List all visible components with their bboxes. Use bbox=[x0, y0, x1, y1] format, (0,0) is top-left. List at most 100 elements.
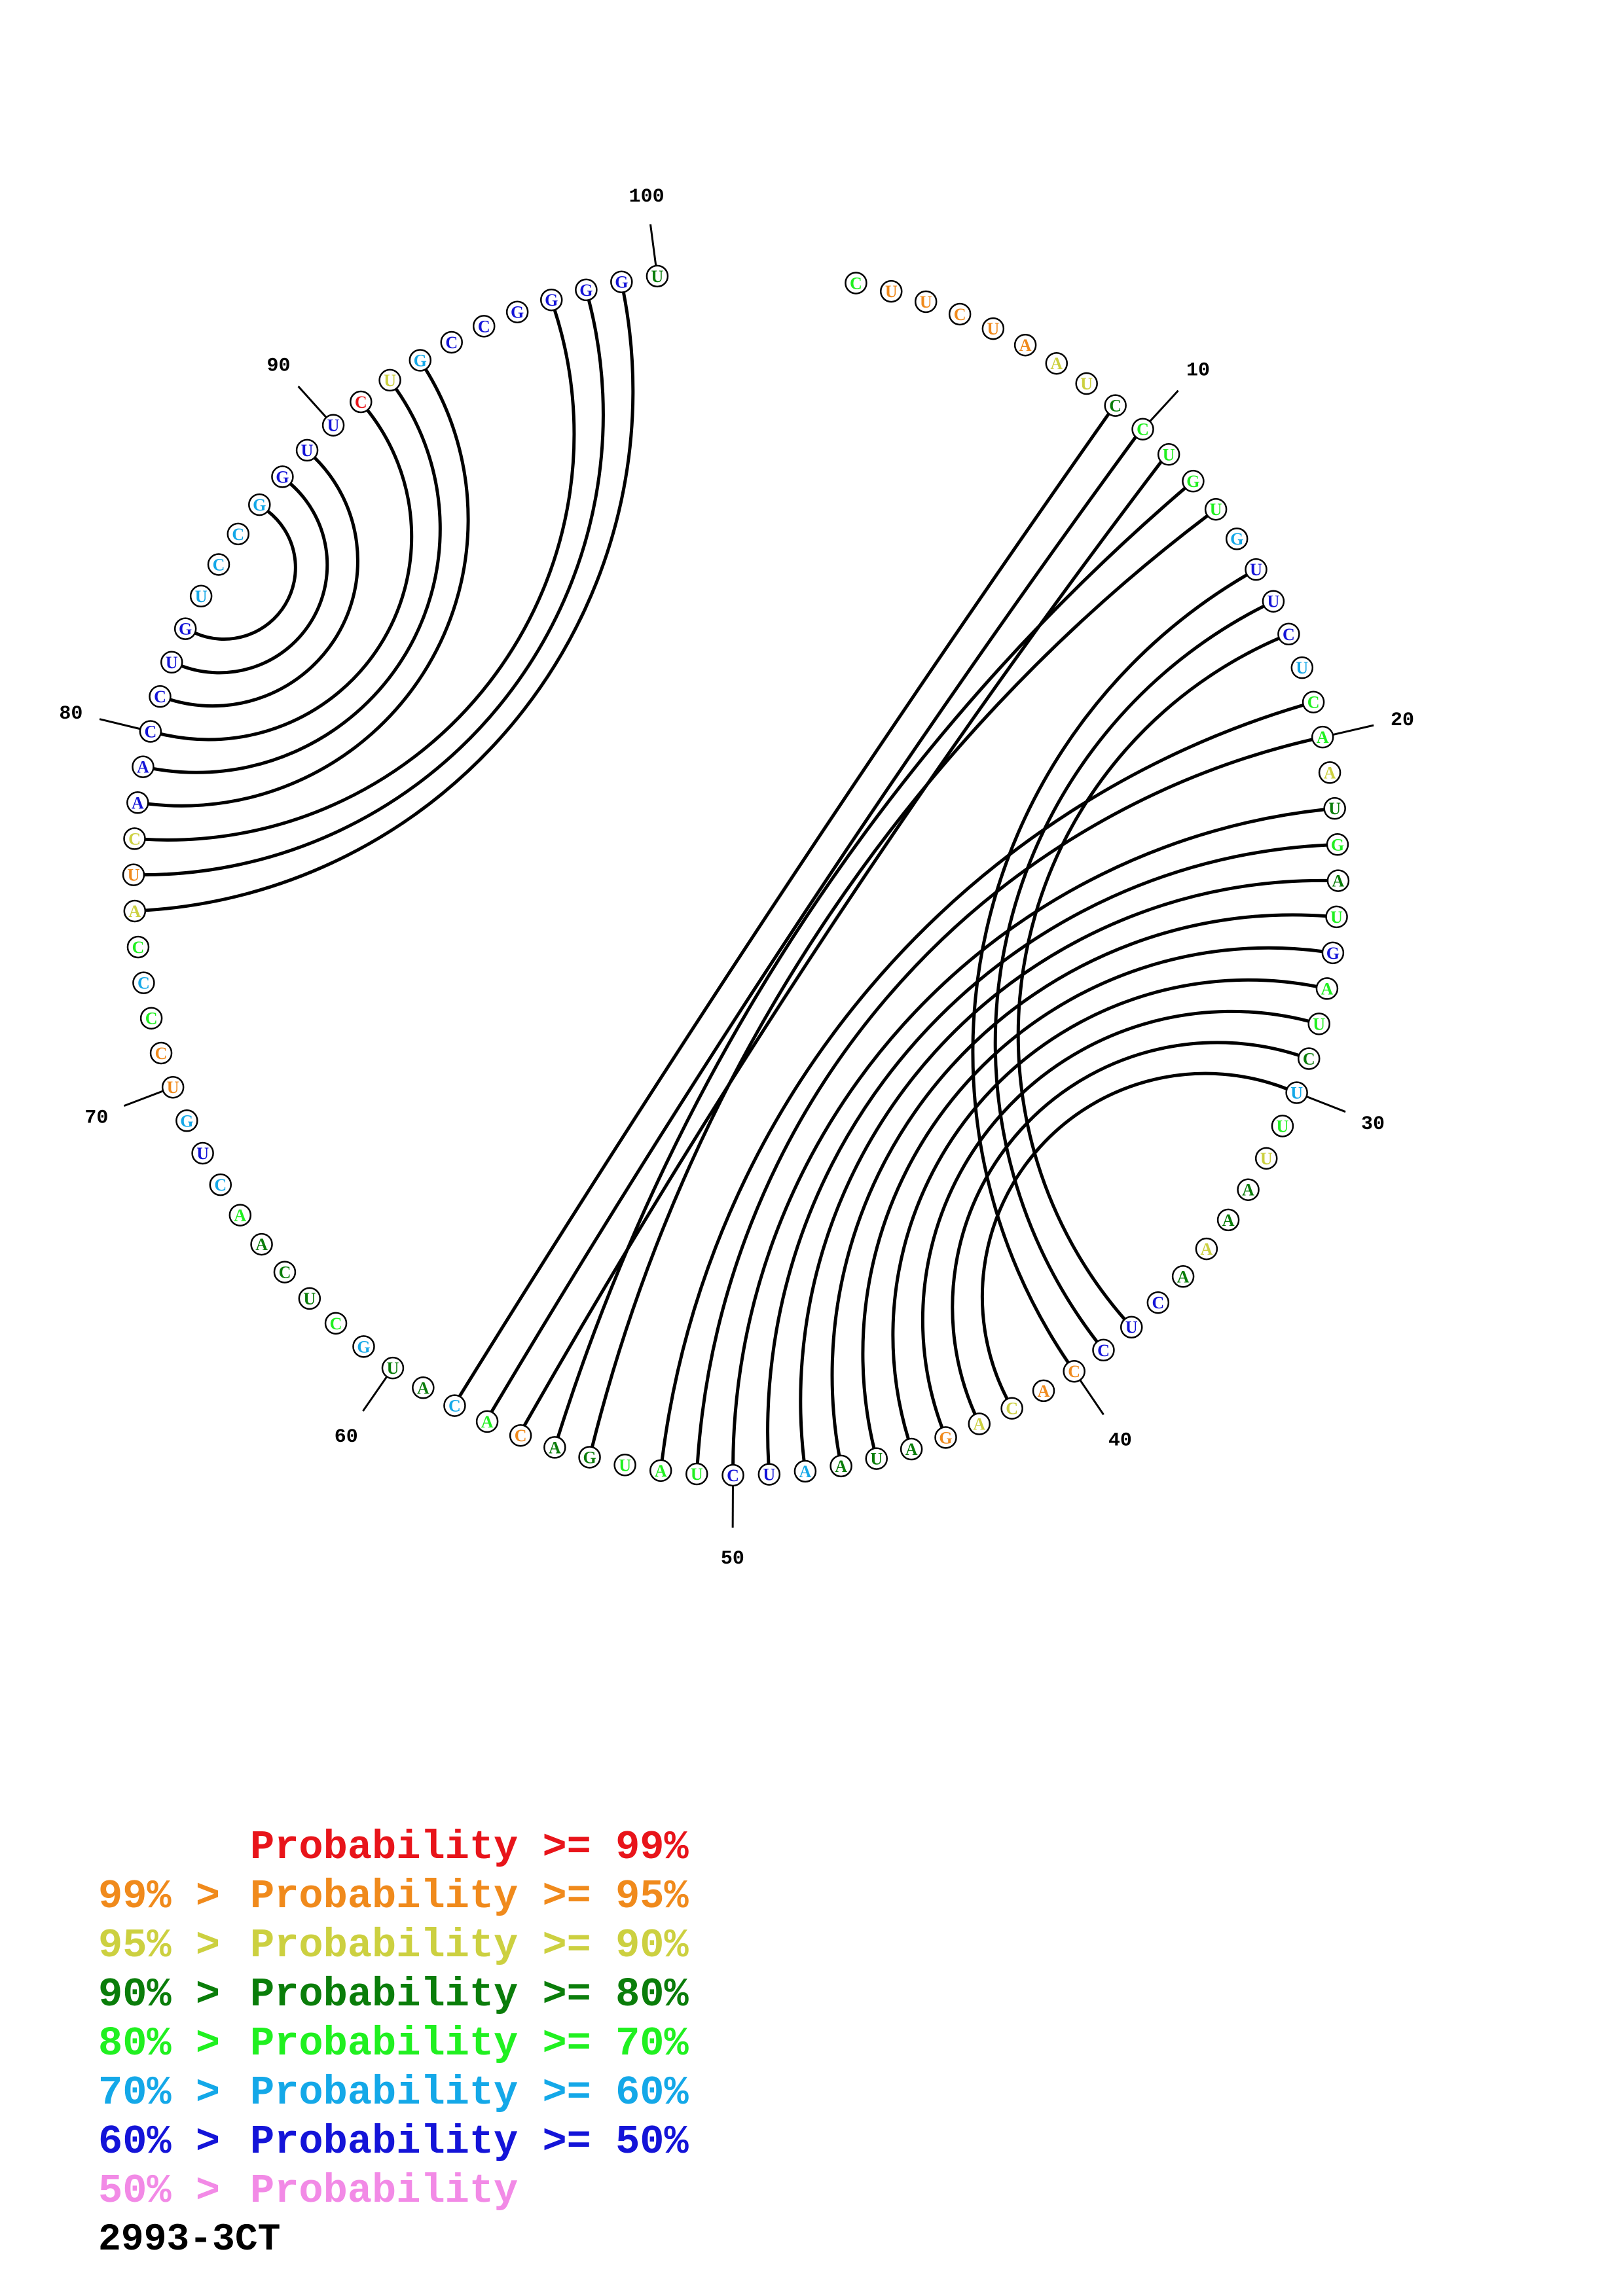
nucleotide-letter: A bbox=[799, 1462, 812, 1481]
base-pair-arc bbox=[731, 808, 1325, 1465]
base-pair-arc bbox=[861, 946, 1323, 1449]
nucleotide-circle bbox=[123, 899, 147, 923]
nucleotide-letter: C bbox=[1006, 1399, 1018, 1418]
nucleotide-letter: U bbox=[1328, 799, 1341, 818]
base-pair-arcs bbox=[143, 291, 1328, 1465]
nucleotide: U bbox=[865, 1447, 888, 1470]
nucleotide-letter: U bbox=[1210, 500, 1222, 519]
base-pair-arc bbox=[660, 703, 1304, 1461]
nucleotide: A bbox=[1171, 1265, 1195, 1288]
nucleotide: C bbox=[509, 1424, 532, 1447]
nucleotide-letter: U bbox=[384, 371, 396, 390]
nucleotide: G bbox=[352, 1335, 375, 1358]
nucleotide-circle bbox=[132, 755, 155, 778]
nucleotide-circle bbox=[900, 1437, 923, 1461]
nucleotide: A bbox=[228, 1204, 252, 1227]
base-pair-arc bbox=[830, 913, 1326, 1456]
nucleotide: A bbox=[793, 1460, 817, 1483]
nucleotide-circle bbox=[324, 1312, 348, 1335]
position-tick bbox=[1149, 389, 1179, 422]
nucleotide-letter: U bbox=[1080, 374, 1093, 393]
nucleotide: A bbox=[1326, 869, 1350, 892]
nucleotide-circle bbox=[298, 1287, 321, 1310]
nucleotide-letter: A bbox=[1332, 872, 1345, 891]
nucleotide-circle bbox=[793, 1460, 817, 1483]
nucleotide: U bbox=[646, 264, 669, 288]
nucleotide: C bbox=[1092, 1338, 1115, 1362]
nucleotide-letter: C bbox=[154, 687, 166, 706]
nucleotide-circle bbox=[207, 553, 230, 576]
nucleotide-circle bbox=[1237, 1178, 1260, 1201]
nucleotide-circle bbox=[1157, 443, 1180, 466]
nucleotide: G bbox=[409, 349, 432, 372]
nucleotide-letter: U bbox=[763, 1465, 775, 1484]
nucleotide-letter: C bbox=[1283, 625, 1295, 644]
position-label: 50 bbox=[721, 1548, 744, 1570]
nucleotide: G bbox=[1182, 469, 1205, 493]
nucleotide: C bbox=[139, 1007, 163, 1030]
nucleotide: U bbox=[1290, 656, 1314, 679]
nucleotide-letter: U bbox=[196, 1144, 209, 1163]
nucleotide-letter: G bbox=[1186, 472, 1199, 491]
nucleotide-circle bbox=[505, 300, 529, 323]
nucleotide: U bbox=[685, 1462, 708, 1486]
base-pair-arc bbox=[1016, 636, 1280, 1321]
legend-row-p90: 95% > Probability >= 90% bbox=[98, 1922, 689, 1969]
nucleotide-circle bbox=[575, 278, 598, 302]
nucleotide: A bbox=[649, 1459, 672, 1482]
nucleotide-circle bbox=[646, 264, 669, 288]
nucleotide-circle bbox=[1321, 941, 1345, 965]
position-tick bbox=[1079, 1379, 1104, 1416]
nucleotide: A bbox=[250, 1232, 273, 1256]
nucleotide: U bbox=[189, 584, 213, 608]
nucleotide-letter: A bbox=[1050, 354, 1063, 373]
probability-legend: Probability >= 99% 99% > Probability >= … bbox=[98, 1823, 689, 2215]
nucleotide: G bbox=[1321, 941, 1345, 965]
nucleotide-circle bbox=[209, 1173, 232, 1196]
nucleotide-letter: A bbox=[234, 1206, 246, 1225]
nucleotide-circle bbox=[934, 1426, 957, 1449]
nucleotide-letter: U bbox=[651, 267, 664, 286]
nucleotide-letter: U bbox=[619, 1456, 631, 1475]
nucleotide-letter: G bbox=[511, 303, 524, 322]
nucleotide: C bbox=[207, 553, 230, 576]
nucleotide-circle bbox=[122, 863, 145, 886]
nucleotide: A bbox=[1013, 333, 1037, 357]
nucleotide-circle bbox=[1195, 1237, 1218, 1261]
base-pair-arc bbox=[891, 978, 1317, 1440]
nucleotide-letter: C bbox=[132, 938, 145, 957]
nucleotide: C bbox=[132, 971, 155, 994]
nucleotide-letter: C bbox=[279, 1263, 291, 1282]
legend-row-plow: 50% > Probability bbox=[98, 2168, 519, 2214]
nucleotide-circle bbox=[321, 414, 345, 437]
nucleotide-letter: A bbox=[905, 1440, 918, 1459]
nucleotide-letter: C bbox=[155, 1044, 168, 1063]
base-pair-arc bbox=[170, 456, 359, 708]
nucleotide-letter: A bbox=[1317, 728, 1329, 747]
base-pair-arc bbox=[591, 514, 1209, 1448]
nucleotide-circle bbox=[914, 290, 938, 314]
nucleotide-circle bbox=[350, 390, 373, 414]
nucleotide-circle bbox=[443, 1394, 466, 1417]
nucleotide-circle bbox=[175, 1109, 198, 1132]
nucleotide-letter: U bbox=[1296, 658, 1308, 677]
nucleotide: C bbox=[350, 390, 373, 414]
nucleotide-circle bbox=[191, 1141, 214, 1165]
nucleotide-letter: U bbox=[885, 282, 898, 301]
nucleotide: C bbox=[1302, 691, 1325, 713]
nucleotide-letter: G bbox=[253, 495, 266, 514]
nucleotide-letter: A bbox=[1019, 336, 1032, 355]
nucleotide: C bbox=[1104, 394, 1127, 417]
nucleotide: C bbox=[273, 1261, 297, 1283]
nucleotide-circle bbox=[845, 272, 867, 295]
nucleotide-circle bbox=[1171, 1265, 1195, 1288]
position-label: 30 bbox=[1361, 1113, 1385, 1136]
nucleotide-circle bbox=[1146, 1291, 1170, 1314]
nucleotide: U bbox=[981, 317, 1005, 340]
nucleotide: A bbox=[123, 899, 147, 923]
nucleotide-circle bbox=[1285, 1081, 1308, 1104]
nucleotide-circle bbox=[1318, 761, 1341, 784]
nucleotide: A bbox=[1315, 977, 1339, 1000]
nucleotide: G bbox=[575, 278, 598, 302]
nucleotide-letter: U bbox=[1163, 445, 1175, 464]
